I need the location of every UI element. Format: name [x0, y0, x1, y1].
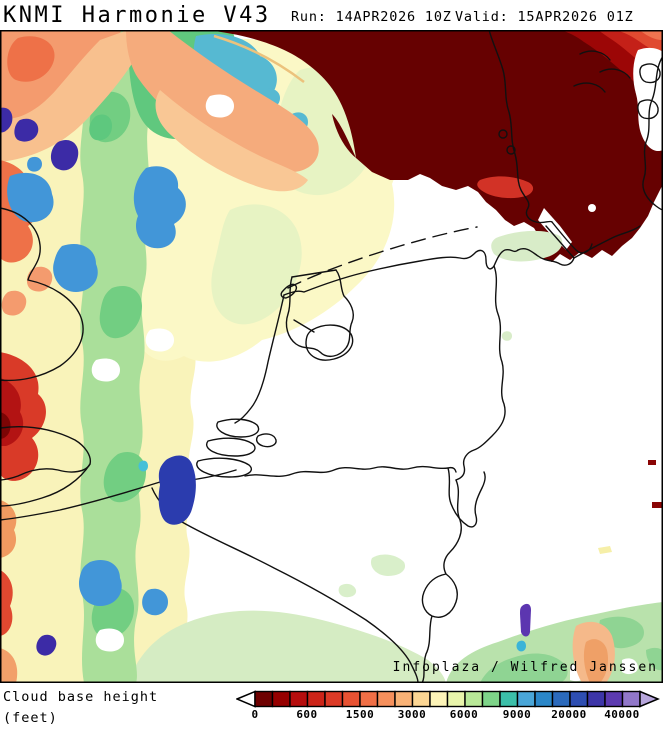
schleswig-lake — [506, 145, 516, 155]
map-frame — [0, 30, 663, 683]
legend-color-swatch — [604, 690, 624, 708]
thames-estuary-coast — [0, 426, 92, 481]
legend-color-swatch — [481, 690, 501, 708]
legend-color-swatch — [586, 690, 606, 708]
southeast-cloud-region — [446, 460, 663, 683]
england-coast — [0, 207, 84, 382]
legend-color-swatch — [621, 690, 641, 708]
legend-title: Cloud base height — [3, 689, 159, 705]
kent-coast — [0, 463, 91, 507]
legend-color-swatch — [534, 690, 554, 708]
nl-de-border — [455, 265, 506, 481]
wadden-islands — [287, 226, 478, 289]
legend-tick: 6000 — [449, 708, 479, 721]
texel-island — [280, 283, 298, 299]
baltic-coast — [642, 55, 664, 211]
legend-color-swatch — [306, 690, 326, 708]
legend-tick: 600 — [296, 708, 318, 721]
legend-color-swatch — [464, 690, 484, 708]
legend-color-swatch — [341, 690, 361, 708]
german-coast — [517, 247, 575, 266]
legend-tick: 0 — [251, 708, 259, 721]
jutland-west-coast — [488, 29, 553, 224]
markermeer-dike — [293, 319, 315, 333]
coastlines-layer — [0, 29, 664, 684]
page-title: KNMI Harmonie V43 — [3, 3, 271, 28]
weather-map: Infoplaza / Wilfred Janssen — [0, 29, 664, 684]
legend-color-swatch — [324, 690, 344, 708]
legend-tick: 40000 — [604, 708, 640, 721]
legend-bar-svg — [236, 690, 660, 708]
be-de-lux-border — [421, 479, 462, 684]
cloud-base-map-svg: Infoplaza / Wilfred Janssen — [0, 29, 664, 684]
legend-unit: (feet) — [3, 710, 58, 726]
valid-time-label: Valid: 15APR2026 01Z — [455, 9, 634, 25]
zeeland-island — [206, 437, 256, 457]
legend-color-swatch — [376, 690, 396, 708]
legend-tick: 3000 — [397, 708, 427, 721]
attribution: Infoplaza / Wilfred Janssen — [393, 660, 658, 675]
legend-arrow-left-icon — [236, 690, 256, 708]
legend-color-swatch — [271, 690, 291, 708]
cloud-field-layer — [0, 30, 634, 683]
fjord-lines — [573, 50, 631, 93]
cyan-dot — [138, 460, 148, 472]
legend-tick: 20000 — [551, 708, 587, 721]
legend-color-swatch — [551, 690, 571, 708]
flevoland-outline — [305, 324, 354, 361]
legend-color-swatch — [429, 690, 449, 708]
legend-color-swatch — [254, 690, 274, 708]
danish-island — [637, 99, 659, 120]
legend-color-swatch — [359, 690, 379, 708]
legend-color-swatch — [411, 690, 431, 708]
legend-caption: Cloud base height (feet) — [3, 687, 158, 729]
legend-tick: 9000 — [502, 708, 532, 721]
legend-color-swatch — [499, 690, 519, 708]
model-run-label: Run: 14APR2026 10Z — [291, 9, 452, 25]
zeeland-island — [196, 457, 253, 478]
legend-tick: 1500 — [345, 708, 375, 721]
zeeland-island — [216, 418, 260, 438]
afsluitdijk — [291, 269, 337, 278]
very-high-cloud-blob — [158, 455, 196, 525]
danish-island — [639, 63, 661, 84]
legend-color-swatch — [446, 690, 466, 708]
zeeland-islet — [255, 433, 277, 448]
ijsselmeer-shore — [285, 269, 354, 358]
legend-color-swatch — [569, 690, 589, 708]
maroon-low-cloud-region — [205, 30, 663, 341]
nl-west-coast — [234, 294, 285, 424]
schleswig-lake — [498, 129, 508, 139]
legend-color-swatch — [516, 690, 536, 708]
limburg-border — [447, 467, 486, 528]
legend-color-swatch — [394, 690, 414, 708]
channel-coast — [0, 469, 237, 521]
elbe-river — [573, 225, 641, 259]
legend-color-swatch — [289, 690, 309, 708]
frisian-coast — [283, 248, 519, 296]
legend-arrow-right-icon — [639, 690, 660, 708]
